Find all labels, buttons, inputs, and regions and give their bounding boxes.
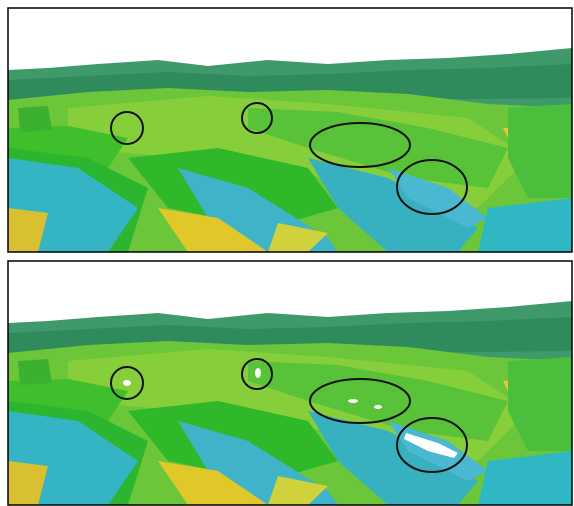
top-panel [7, 7, 573, 253]
bottom-panel [7, 260, 573, 506]
circles [110, 358, 468, 473]
circles [110, 102, 468, 215]
highlights [123, 368, 458, 458]
